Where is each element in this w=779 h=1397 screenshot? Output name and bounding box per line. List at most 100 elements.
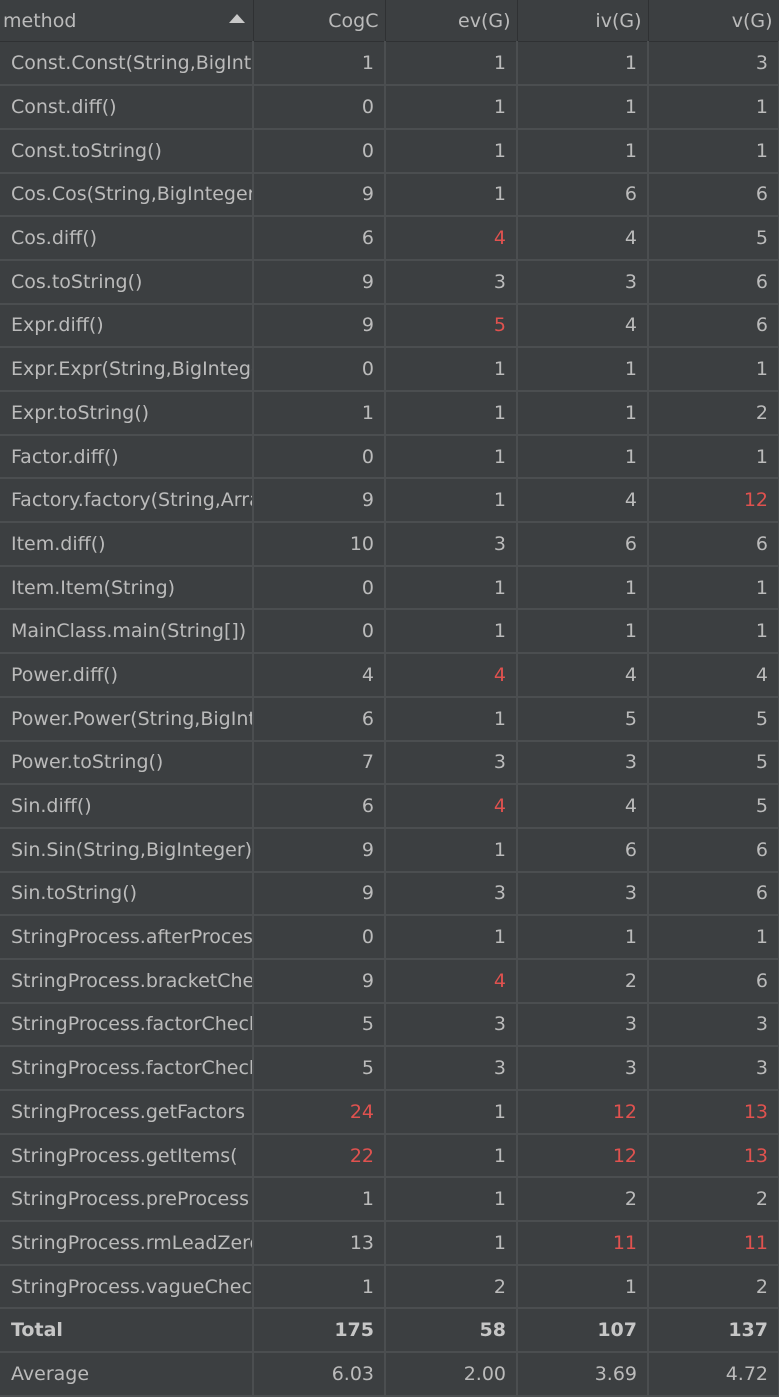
cell-cogc: 9: [253, 871, 386, 917]
table-row[interactable]: StringProcess.getFactors 24 1 12 13: [0, 1090, 779, 1135]
table-row[interactable]: Expr.diff() 9 5 4 6: [0, 303, 779, 349]
cell-cogc: 9: [253, 958, 386, 1004]
cell-ev: 1: [385, 1133, 518, 1179]
cell-method: StringProcess.getItems(: [0, 1133, 254, 1179]
cell-iv: 4: [517, 784, 649, 829]
cell-ev: 1: [385, 915, 518, 960]
cell-v: 6: [648, 827, 779, 873]
cell-method: Factor.diff(): [0, 434, 254, 480]
cell-method: Sin.toString(): [0, 871, 254, 917]
cell-iv: 6: [517, 172, 649, 218]
cell-cogc: 0: [253, 128, 386, 174]
sort-ascending-icon[interactable]: [228, 14, 245, 23]
cell-cogc: 22: [253, 1133, 386, 1179]
table-row[interactable]: StringProcess.bracketCheck 9 4 2 6: [0, 958, 779, 1004]
table-row[interactable]: StringProcess.vagueCheck 1 2 1 2: [0, 1264, 779, 1310]
table-row[interactable]: Cos.diff() 6 4 4 5: [0, 216, 779, 261]
average-row[interactable]: Average 6.03 2.00 3.69 4.72: [0, 1352, 779, 1397]
cell-v: 1: [648, 565, 779, 611]
cell-method: Const.diff(): [0, 85, 254, 130]
cell-iv: 3: [517, 259, 649, 305]
cell-ev: 1: [385, 565, 518, 611]
cell-ev: 2: [385, 1264, 518, 1310]
table-row[interactable]: StringProcess.preProcess 1 1 2 2: [0, 1177, 779, 1223]
column-header-label: method: [3, 9, 77, 32]
cell-iv: 1: [517, 609, 649, 655]
cell-iv: 12: [517, 1133, 649, 1179]
cell-cogc: 1: [253, 1177, 386, 1223]
table-row[interactable]: StringProcess.getItems(22 1 12 13: [0, 1133, 779, 1179]
cell-v: 4: [648, 653, 779, 698]
cell-v: 6: [648, 522, 779, 567]
table-row[interactable]: Const.toString() 0 1 1 1: [0, 128, 779, 174]
column-header-cogc[interactable]: CogC: [253, 0, 386, 42]
table-row[interactable]: Sin.Sin(String,BigInteger) 9 1 6 6: [0, 827, 779, 873]
cell-ev: 1: [385, 478, 518, 524]
cell-method: StringProcess.getFactors: [0, 1090, 254, 1135]
table-row[interactable]: Item.Item(String) 0 1 1 1: [0, 565, 779, 611]
cell-method: StringProcess.factorCheck: [0, 1046, 254, 1091]
cell-method: Expr.toString(): [0, 391, 254, 436]
cell-iv: 5: [517, 696, 649, 742]
cell-cogc: 9: [253, 303, 386, 349]
column-header-label: v(G): [731, 9, 773, 32]
column-header-method[interactable]: method: [0, 0, 254, 42]
cell-cogc: 0: [253, 915, 386, 960]
table-row[interactable]: StringProcess.rmLeadZero 13 1 11 11: [0, 1221, 779, 1266]
table-row[interactable]: StringProcess.afterProcess 0 1 1 1: [0, 915, 779, 960]
cell-ev: 1: [385, 347, 518, 392]
cell-ev: 1: [385, 172, 518, 218]
cell-cogc: 6: [253, 696, 386, 742]
table-row[interactable]: Expr.Expr(String,BigInteger) 0 1 1 1: [0, 347, 779, 392]
cell-v: 3: [648, 1002, 779, 1048]
table-row[interactable]: Sin.diff() 6 4 4 5: [0, 784, 779, 829]
cell-method: Factory.factory(String,ArrayList): [0, 478, 254, 524]
table-row[interactable]: Power.diff() 4 4 4 4: [0, 653, 779, 698]
cell-method: Const.toString(): [0, 128, 254, 174]
table-row[interactable]: Factor.diff() 0 1 1 1: [0, 434, 779, 480]
column-header-label: ev(G): [458, 9, 511, 32]
cell-iv: 1: [517, 565, 649, 611]
cell-ev: 1: [385, 1221, 518, 1266]
cell-iv: 11: [517, 1221, 649, 1266]
cell-iv: 1: [517, 1264, 649, 1310]
cell-cogc: 9: [253, 478, 386, 524]
table-row[interactable]: Item.diff() 10 3 6 6: [0, 522, 779, 567]
table-row[interactable]: Expr.toString() 1 1 1 2: [0, 391, 779, 436]
table-row[interactable]: StringProcess.factorCheck 5 3 3 3: [0, 1002, 779, 1048]
cell-v: 6: [648, 871, 779, 917]
cell-ev: 3: [385, 740, 518, 786]
cell-ev: 4: [385, 784, 518, 829]
column-header-label: iv(G): [595, 9, 642, 32]
cell-ev: 1: [385, 41, 518, 87]
column-header-ev[interactable]: ev(G): [385, 0, 518, 42]
total-row[interactable]: Total 175 58 107 137: [0, 1308, 779, 1354]
cell-method: StringProcess.afterProcess: [0, 915, 254, 960]
table-row[interactable]: Power.toString() 7 3 3 5: [0, 740, 779, 786]
column-header-iv[interactable]: iv(G): [517, 0, 649, 42]
cell-cogc: 0: [253, 434, 386, 480]
cell-v: 1: [648, 434, 779, 480]
cell-iv: 1: [517, 85, 649, 130]
table-row[interactable]: Cos.Cos(String,BigInteger) 9 1 6 6: [0, 172, 779, 218]
table-row[interactable]: Const.diff() 0 1 1 1: [0, 85, 779, 130]
cell-cogc: 0: [253, 85, 386, 130]
cell-iv: 1: [517, 915, 649, 960]
cell-v: 1: [648, 128, 779, 174]
cell-v: 4.72: [648, 1352, 779, 1397]
table-row[interactable]: MainClass.main(String[]) 0 1 1 1: [0, 609, 779, 655]
cell-v: 5: [648, 216, 779, 261]
table-row[interactable]: StringProcess.factorCheck 5 3 3 3: [0, 1046, 779, 1091]
cell-ev: 2.00: [385, 1352, 518, 1397]
cell-v: 2: [648, 391, 779, 436]
column-header-v[interactable]: v(G): [648, 0, 779, 42]
cell-v: 13: [648, 1090, 779, 1135]
table-row[interactable]: Sin.toString() 9 3 3 6: [0, 871, 779, 917]
cell-v: 11: [648, 1221, 779, 1266]
table-row[interactable]: Cos.toString() 9 3 3 6: [0, 259, 779, 305]
cell-cogc: 9: [253, 259, 386, 305]
